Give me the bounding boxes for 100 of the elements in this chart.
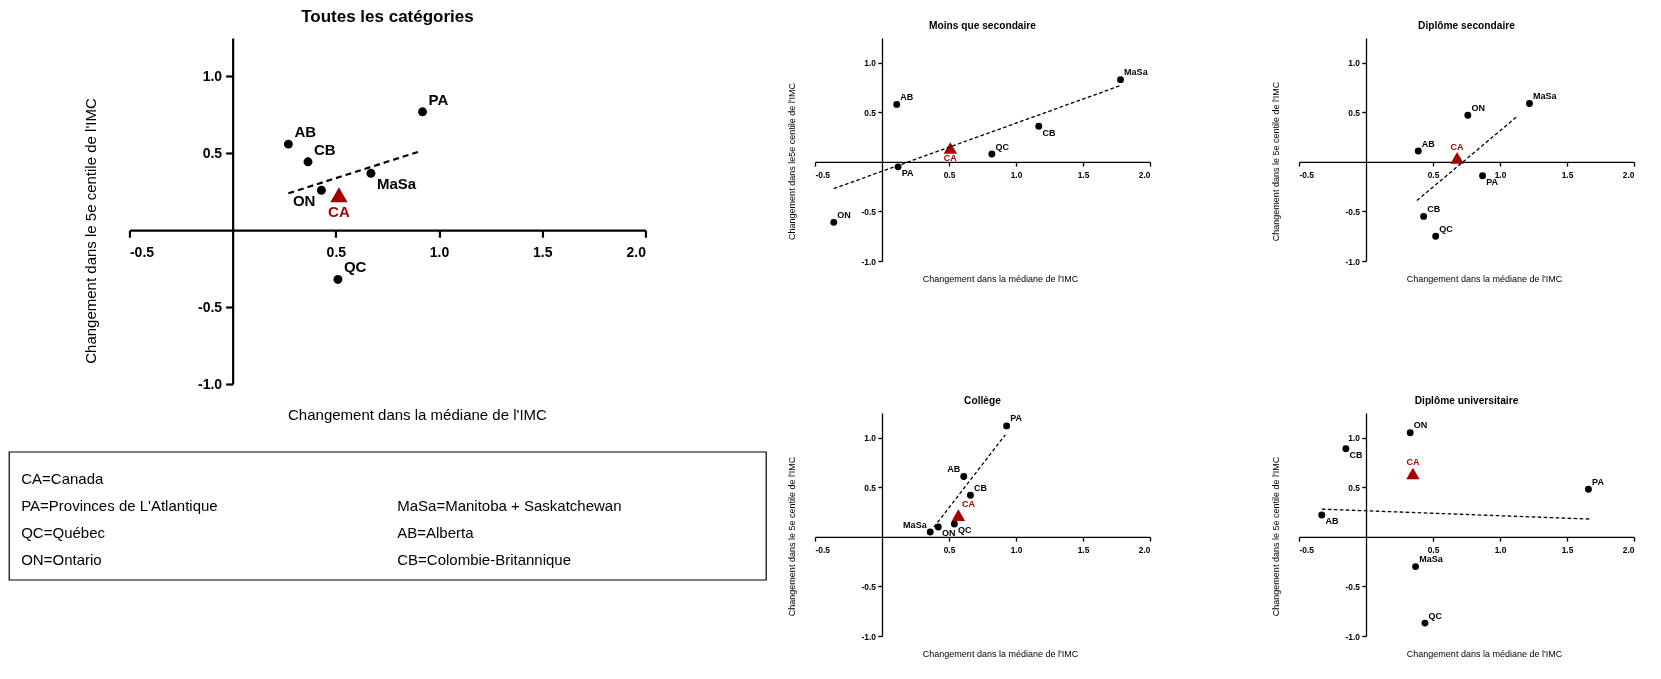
chart-title: Diplôme secondaire <box>1418 19 1516 31</box>
x-tick-label: 1.5 <box>1077 170 1090 181</box>
x-tick-label: -0.5 <box>1299 170 1315 181</box>
x-tick-label: 0.5 <box>1427 170 1440 181</box>
series-label: CA <box>1406 457 1420 468</box>
annotation: MaSa <box>376 175 417 193</box>
chart-title: Toutes les catégories <box>301 7 474 26</box>
y-axis-title: Changement dans le 5e centile de l'IMC <box>1271 456 1281 617</box>
annotation: ON <box>1413 420 1428 431</box>
text: CB=Colombie-Britannique <box>397 551 572 568</box>
y-tick-label: 1.0 <box>1348 433 1361 444</box>
y-axis-title: Changement dans le 5e centile de l'IMC <box>1271 81 1281 242</box>
x-axis-title: Changement dans la médiane de l'IMC <box>288 406 548 423</box>
y-tick-label: -1.0 <box>198 375 223 392</box>
x-tick-label: 1.0 <box>429 243 450 260</box>
y-axis-title: Changement dans le5e centile de l'IMC <box>787 82 797 240</box>
x-tick-label: 1.5 <box>533 243 553 260</box>
annotation: PA <box>428 90 449 108</box>
y-tick-label: -0.5 <box>861 581 877 592</box>
y-tick-label: 1.0 <box>202 67 223 84</box>
x-axis-title: Changement dans la médiane de l'IMC <box>922 274 1079 285</box>
text: CA=Canada <box>21 470 104 487</box>
annotation: ON <box>292 192 316 210</box>
y-tick-label: 1.0 <box>1348 58 1361 69</box>
y-tick-label: -0.5 <box>1345 206 1361 217</box>
y-tick-label: 0.5 <box>864 107 877 118</box>
y-tick-label: 1.0 <box>864 433 877 444</box>
x-axis-title: Changement dans la médiane de l'IMC <box>1406 649 1563 660</box>
y-tick-label: -1.0 <box>1345 256 1361 267</box>
annotation: QC <box>957 525 972 536</box>
x-tick-label: -0.5 <box>1299 545 1315 556</box>
annotation: MaSa <box>1533 91 1558 102</box>
x-tick-label: 0.5 <box>1427 545 1440 556</box>
annotation: PA <box>901 168 915 179</box>
x-tick-label: 1.0 <box>1494 545 1507 556</box>
x-tick-label: 1.5 <box>1561 170 1574 181</box>
annotation: PA <box>1010 413 1023 424</box>
x-tick-label: 1.0 <box>1010 170 1023 181</box>
annotation: CB <box>1042 127 1056 138</box>
chart-title: Collège <box>964 394 1002 406</box>
annotation: QC <box>1428 610 1443 621</box>
annotation: AB <box>1421 138 1436 149</box>
text: AB=Alberta <box>397 524 475 541</box>
series-label: CA <box>943 153 958 164</box>
y-tick-label: -1.0 <box>861 256 877 267</box>
x-tick-label: -0.5 <box>129 243 155 260</box>
x-tick-label: -0.5 <box>815 545 831 556</box>
y-tick-label: 0.5 <box>1348 107 1361 118</box>
annotation: AB <box>900 92 914 102</box>
y-tick-label: -1.0 <box>1345 631 1361 642</box>
chart-title: Diplôme universitaire <box>1414 394 1519 406</box>
x-tick-label: -0.5 <box>815 170 831 181</box>
series-label: CA <box>1450 141 1465 152</box>
annotation: CB <box>313 140 336 158</box>
x-tick-label: 2.0 <box>1138 545 1151 556</box>
x-tick-label: 1.0 <box>1010 545 1023 556</box>
y-axis-title: Changement dans le 5e centile de l'IMC <box>82 98 100 364</box>
x-tick-label: 0.5 <box>943 170 956 181</box>
y-tick-label: 0.5 <box>1348 482 1361 493</box>
x-tick-label: 1.5 <box>1077 545 1090 556</box>
annotation: AB <box>947 464 961 475</box>
text: ON=Ontario <box>21 551 102 568</box>
y-tick-label: 0.5 <box>202 144 223 161</box>
x-axis-title: Changement dans la médiane de l'IMC <box>922 649 1079 660</box>
annotation: ON <box>837 209 851 220</box>
annotation: PA <box>1486 177 1499 188</box>
annotation: AB <box>1325 516 1339 527</box>
x-axis-title: Changement dans la médiane de l'IMC <box>1406 274 1563 285</box>
x-tick-label: 0.5 <box>943 545 956 556</box>
annotation: ON <box>1471 102 1485 113</box>
annotation: ON <box>941 528 956 539</box>
annotation: CB <box>1349 450 1363 461</box>
x-tick-label: 2.0 <box>626 243 647 260</box>
text: MaSa=Manitoba + Saskatchewan <box>397 497 622 514</box>
series-label: CA <box>328 202 350 220</box>
annotation: AB <box>294 123 317 141</box>
annotation: PA <box>1592 476 1605 487</box>
x-tick-label: 1.5 <box>1561 545 1574 556</box>
y-tick-label: -0.5 <box>861 206 877 217</box>
y-axis-title: Changement dans le 5e centile de l'IMC <box>787 456 797 617</box>
y-tick-label: 0.5 <box>864 482 877 493</box>
x-tick-label: 2.0 <box>1138 170 1151 181</box>
series-label: CA <box>961 499 976 510</box>
annotation: CB <box>1427 204 1441 214</box>
y-tick-label: -1.0 <box>861 631 877 642</box>
text: QC=Québec <box>21 524 106 541</box>
annotation: QC <box>343 258 367 276</box>
annotation: MaSa <box>903 519 928 530</box>
text: PA=Provinces de L'Atlantique <box>21 497 218 514</box>
x-tick-label: 0.5 <box>326 243 347 260</box>
annotation: MaSa <box>1419 554 1444 565</box>
annotation: MaSa <box>1124 67 1149 78</box>
annotation: QC <box>995 141 1010 152</box>
chart-title: Moins que secondaire <box>929 19 1037 31</box>
x-tick-label: 2.0 <box>1622 170 1635 181</box>
annotation: QC <box>1439 223 1454 234</box>
y-tick-label: -0.5 <box>198 298 223 315</box>
annotation: CB <box>974 482 988 493</box>
x-tick-label: 2.0 <box>1622 545 1635 556</box>
y-tick-label: -0.5 <box>1345 581 1361 592</box>
